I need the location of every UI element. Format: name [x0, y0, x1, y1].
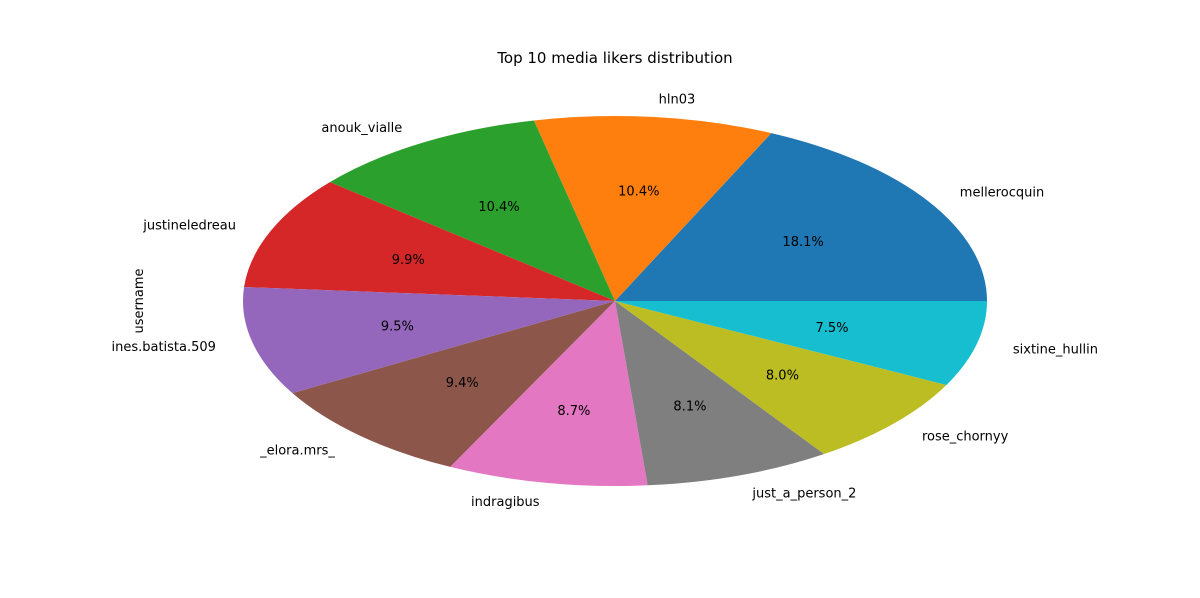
- pie-category-label: justineledreau: [142, 218, 236, 233]
- pie-slice-sixtine_hullin: [615, 301, 987, 385]
- pie-percent-label: 8.7%: [557, 404, 590, 419]
- pie-slice-mellerocquin: [615, 133, 987, 301]
- pie-percent-label: 10.4%: [618, 185, 659, 200]
- pie-slice-just_a_person_2: [615, 301, 825, 486]
- pie-percent-label: 7.5%: [816, 321, 849, 336]
- pie-slice-anouk_vialle: [329, 120, 615, 302]
- pie-category-label: hln03: [659, 93, 696, 108]
- pie-percent-label: 9.4%: [446, 376, 479, 391]
- pie-category-label: anouk_vialle: [321, 121, 402, 136]
- pie-slice-rose_chornyy: [615, 301, 947, 455]
- pie-percent-label: 18.1%: [782, 235, 823, 250]
- chart-title: Top 10 media likers distribution: [496, 49, 732, 67]
- pie-slice-ines.batista.509: [243, 287, 615, 394]
- pie-labels: 18.1% mellerocquin 10.4% hln03 10.4% anouk_vi…: [111, 93, 1097, 510]
- pie-percent-label: 8.1%: [673, 400, 706, 415]
- pie-slice-indragibus: [450, 301, 648, 486]
- y-axis-label: username: [132, 269, 147, 334]
- pie-slice-_elora.mrs_: [292, 301, 615, 467]
- pie-percent-label: 8.0%: [766, 368, 799, 383]
- pie-slice-hln03: [533, 116, 772, 302]
- pie-category-label: _elora.mrs_: [259, 443, 335, 458]
- pie-slice-justineledreau: [244, 182, 615, 301]
- pie-percent-label: 10.4%: [478, 200, 519, 215]
- pie-percent-label: 9.5%: [381, 320, 414, 335]
- pie-percent-label: 9.9%: [392, 253, 425, 268]
- pie-slices: [243, 116, 987, 486]
- pie-category-label: rose_chornyy: [922, 430, 1009, 445]
- pie-category-label: mellerocquin: [960, 185, 1044, 200]
- pie-category-label: sixtine_hullin: [1013, 343, 1098, 358]
- pie-category-label: indragibus: [471, 495, 540, 510]
- pie-category-label: just_a_person_2: [751, 487, 856, 502]
- pie-category-label: ines.batista.509: [111, 340, 215, 355]
